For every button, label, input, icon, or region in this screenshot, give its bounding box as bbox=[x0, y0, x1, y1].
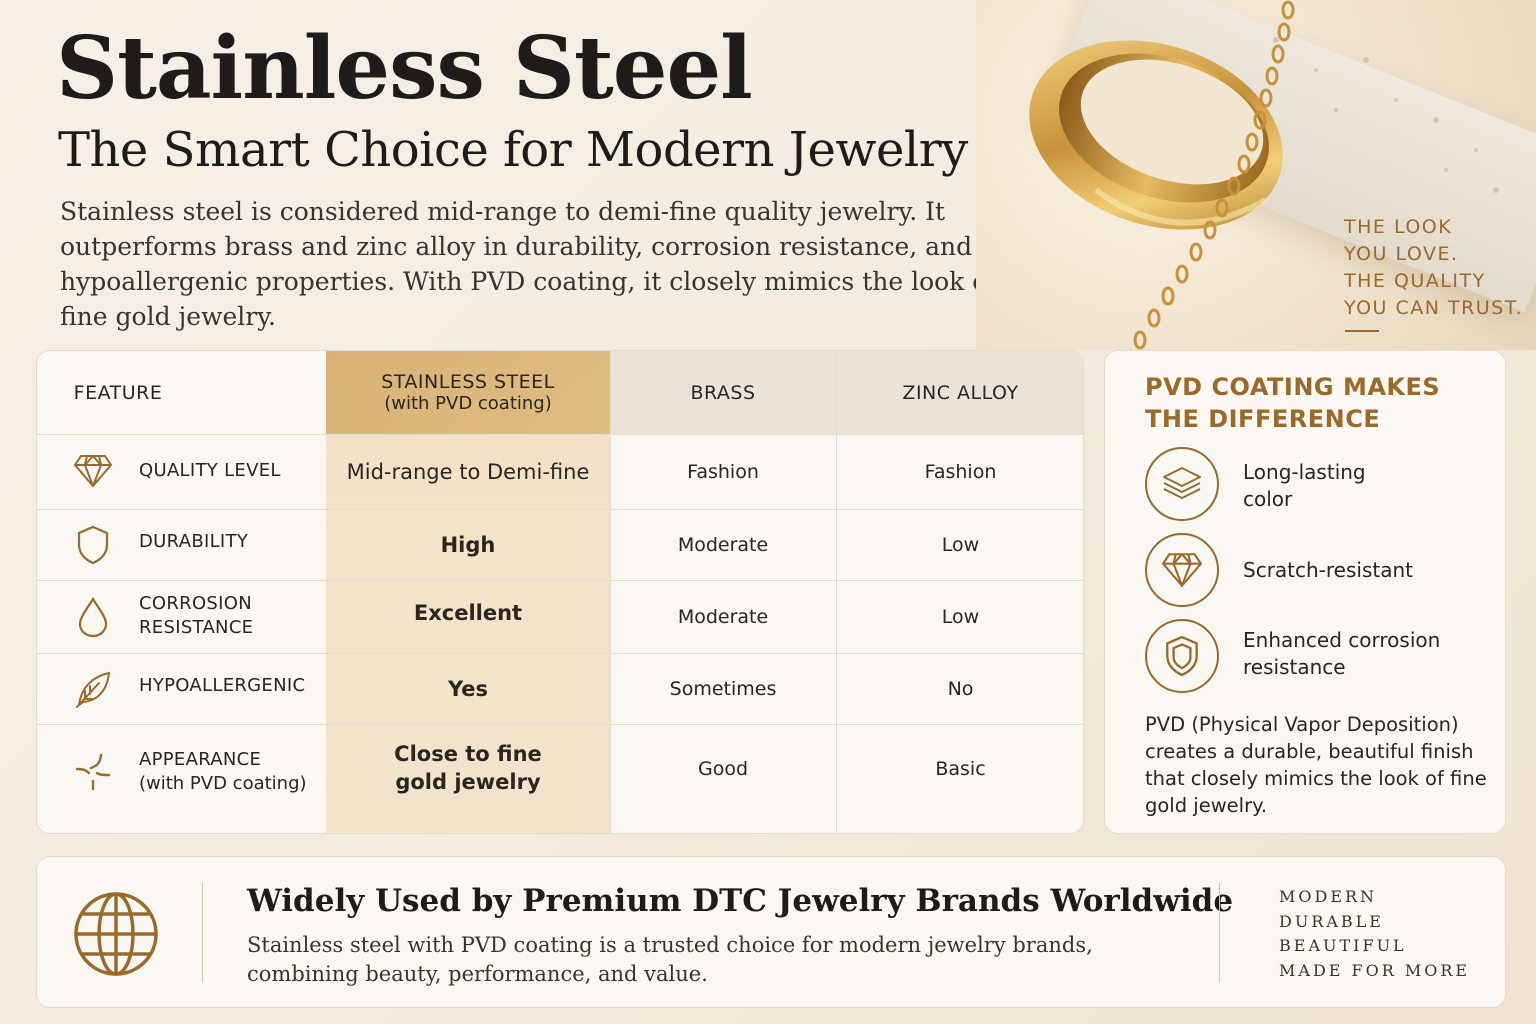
cell-brass: Moderate bbox=[677, 605, 769, 628]
row-label: APPEARANCE (with PVD coating) bbox=[139, 748, 329, 796]
header-stainless: STAINLESS STEEL (with PVD coating) bbox=[326, 351, 610, 434]
tagline-line: THE QUALITY bbox=[1344, 270, 1486, 292]
cell-stainless: High bbox=[440, 532, 496, 557]
row-divider bbox=[37, 653, 1083, 654]
row-label: DURABILITY bbox=[139, 531, 249, 552]
pvd-note: PVD (Physical Vapor Deposition) creates … bbox=[1145, 713, 1487, 817]
diamond-icon bbox=[71, 449, 115, 493]
row-label-sub: (with PVD coating) bbox=[139, 773, 307, 794]
pvd-feature-label: Enhanced corrosion resistance bbox=[1243, 628, 1441, 679]
pvd-title: PVD COATING MAKES THE DIFFERENCE bbox=[1145, 373, 1441, 433]
footer-words: MODERN DURABLE BEAUTIFUL MADE FOR MORE bbox=[1279, 885, 1499, 983]
leaf-icon bbox=[71, 667, 115, 711]
footer-divider bbox=[202, 883, 203, 983]
row-label: HYPOALLERGENIC bbox=[139, 675, 306, 696]
header-stainless-label: STAINLESS STEEL bbox=[381, 371, 555, 393]
row-label: QUALITY LEVEL bbox=[139, 460, 281, 481]
droplet-icon bbox=[71, 595, 115, 639]
row-label: CORROSION RESISTANCE bbox=[139, 593, 254, 638]
header-stainless-sub: (with PVD coating) bbox=[384, 393, 552, 414]
cell-zinc: Fashion bbox=[924, 460, 997, 483]
footer-word: DURABLE bbox=[1279, 911, 1384, 931]
column-divider bbox=[610, 351, 611, 833]
cell-zinc: Low bbox=[941, 533, 980, 556]
jewelry-illustration bbox=[1029, 0, 1499, 350]
stainless-header-highlight bbox=[326, 351, 610, 434]
cell-brass: Moderate bbox=[677, 533, 769, 556]
header-brass-label: BRASS bbox=[690, 381, 756, 404]
cell-stainless: Close to fine gold jewelry bbox=[394, 741, 542, 794]
cell-brass: Good bbox=[697, 757, 749, 780]
shield-icon bbox=[71, 523, 115, 567]
header-feature-label: FEATURE bbox=[73, 381, 163, 404]
tagline: THE LOOK YOU LOVE. THE QUALITY YOU CAN T… bbox=[1344, 214, 1534, 322]
footer-text: Stainless steel with PVD coating is a tr… bbox=[247, 933, 1093, 986]
header-brass: BRASS bbox=[610, 351, 836, 434]
footer-word: MODERN bbox=[1279, 887, 1378, 906]
header-zinc: ZINC ALLOY bbox=[836, 351, 1083, 434]
row-divider bbox=[37, 580, 1083, 581]
tagline-line: THE LOOK bbox=[1344, 216, 1453, 238]
pvd-feature-label: Scratch-resistant bbox=[1243, 558, 1413, 582]
intro-paragraph: Stainless steel is considered mid-range … bbox=[60, 197, 997, 331]
tagline-rule bbox=[1345, 330, 1379, 332]
cell-brass: Fashion bbox=[687, 460, 759, 483]
column-divider bbox=[836, 351, 837, 833]
cell-zinc: Basic bbox=[935, 757, 986, 780]
cell-brass: Sometimes bbox=[669, 677, 777, 700]
cell-zinc: Low bbox=[941, 605, 980, 628]
sparkle-icon bbox=[71, 749, 115, 793]
header-zinc-label: ZINC ALLOY bbox=[902, 381, 1019, 404]
tagline-line: YOU CAN TRUST. bbox=[1344, 297, 1524, 319]
diamond-icon bbox=[1145, 533, 1219, 607]
footer-card: Widely Used by Premium DTC Jewelry Brand… bbox=[36, 856, 1506, 1008]
footer-divider bbox=[1219, 883, 1220, 983]
cell-stainless: Mid-range to Demi-fine bbox=[346, 459, 590, 484]
other-header-background bbox=[610, 351, 1083, 434]
footer-word: BEAUTIFUL bbox=[1279, 936, 1407, 955]
row-divider bbox=[37, 434, 1083, 435]
footer-word: MADE FOR MORE bbox=[1279, 960, 1471, 980]
header-feature: FEATURE bbox=[37, 351, 199, 434]
cell-stainless: Yes bbox=[447, 676, 489, 701]
page-title: Stainless Steel bbox=[56, 18, 753, 119]
shield-icon bbox=[1145, 619, 1219, 693]
row-label-main: APPEARANCE bbox=[139, 749, 262, 770]
pvd-card: PVD COATING MAKES THE DIFFERENCE Long-la… bbox=[1104, 350, 1506, 834]
layers-icon bbox=[1145, 447, 1219, 521]
pvd-feature-label: Long-lasting color bbox=[1243, 460, 1366, 511]
comparison-table: FEATURE STAINLESS STEEL (with PVD coatin… bbox=[36, 350, 1084, 834]
globe-icon bbox=[74, 892, 158, 976]
footer-title: Widely Used by Premium DTC Jewelry Brand… bbox=[247, 883, 1234, 919]
page-subtitle: The Smart Choice for Modern Jewelry bbox=[58, 122, 968, 178]
cell-zinc: No bbox=[947, 677, 974, 700]
cell-stainless: Excellent bbox=[413, 600, 523, 625]
hero-photo bbox=[976, 0, 1536, 350]
row-divider bbox=[37, 724, 1083, 725]
row-divider bbox=[37, 509, 1083, 510]
tagline-line: YOU LOVE. bbox=[1344, 243, 1459, 265]
